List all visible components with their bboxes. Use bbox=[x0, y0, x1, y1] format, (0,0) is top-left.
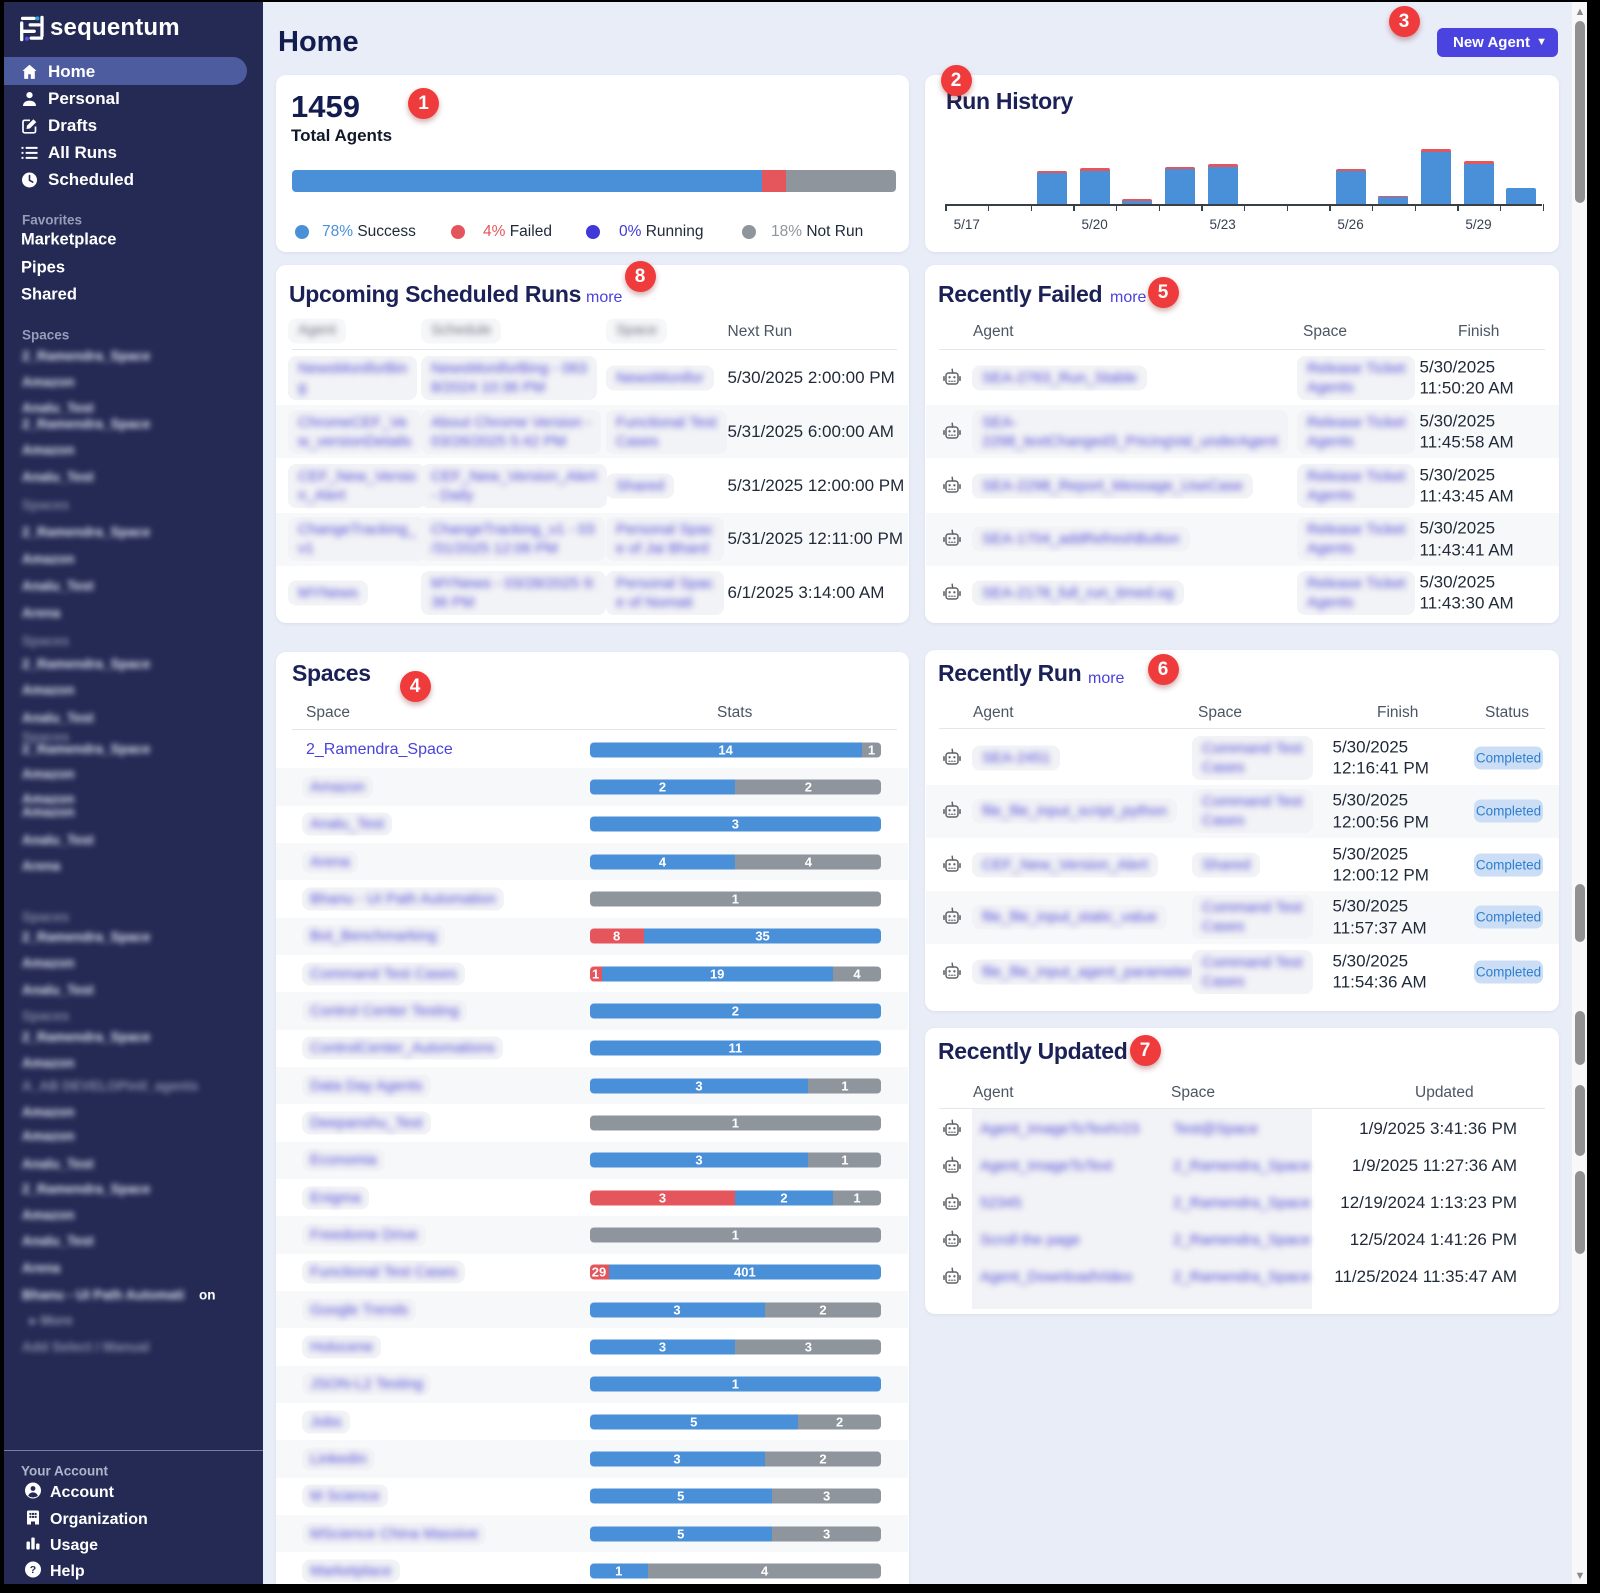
svg-text:?: ? bbox=[30, 1564, 36, 1576]
